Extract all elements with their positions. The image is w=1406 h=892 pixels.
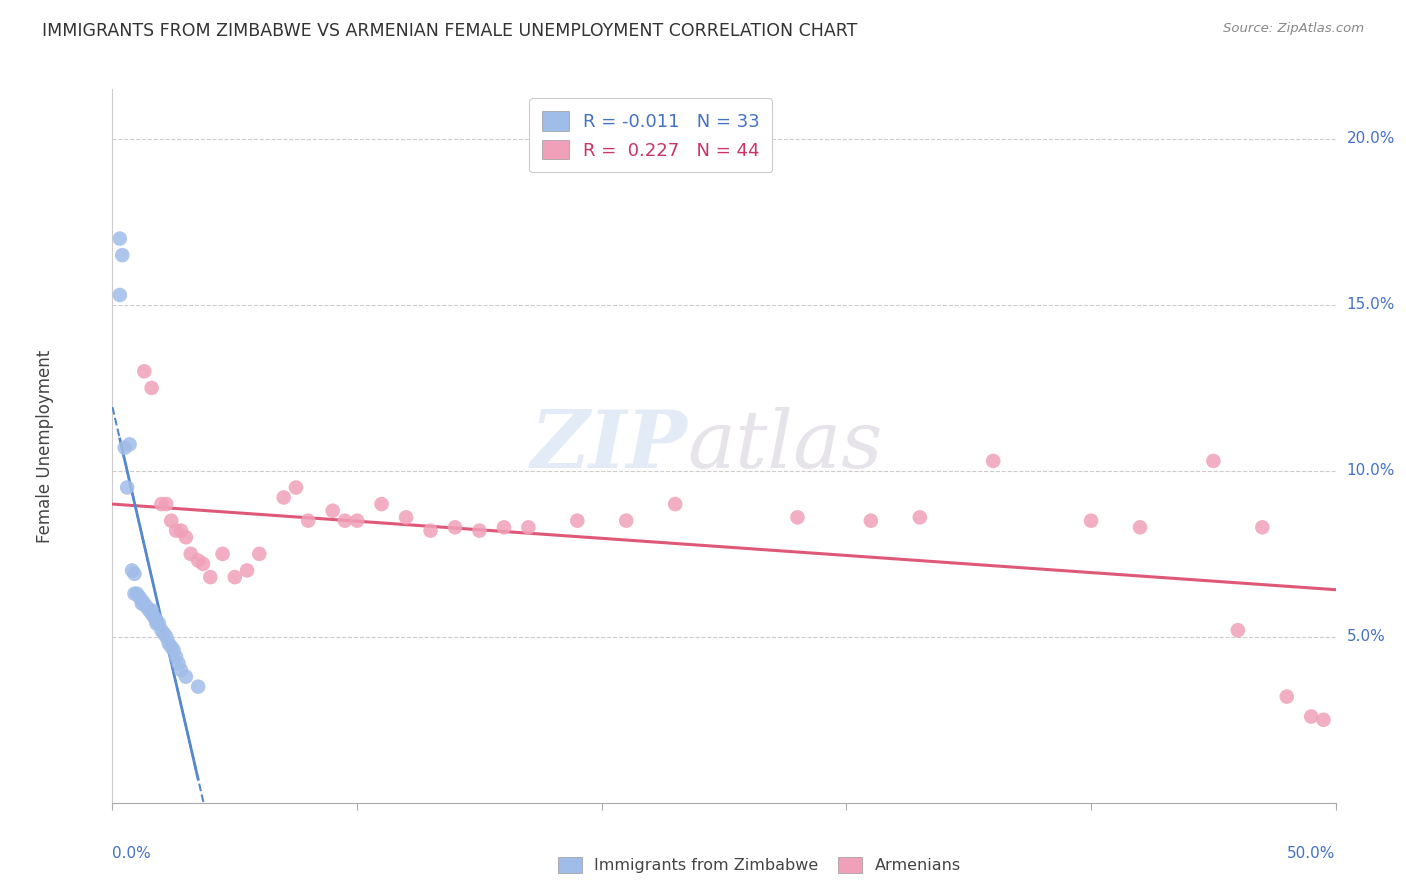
Text: 10.0%: 10.0% bbox=[1347, 463, 1395, 478]
Point bbox=[170, 663, 193, 677]
Point bbox=[236, 564, 259, 578]
Point bbox=[138, 603, 160, 617]
Point bbox=[908, 510, 931, 524]
Point bbox=[419, 524, 441, 538]
Point bbox=[145, 616, 167, 631]
Point bbox=[1312, 713, 1334, 727]
Point bbox=[165, 649, 187, 664]
Point bbox=[211, 547, 233, 561]
Point bbox=[145, 613, 167, 627]
Text: Source: ZipAtlas.com: Source: ZipAtlas.com bbox=[1223, 22, 1364, 36]
Point bbox=[134, 364, 156, 378]
Text: IMMIGRANTS FROM ZIMBABWE VS ARMENIAN FEMALE UNEMPLOYMENT CORRELATION CHART: IMMIGRANTS FROM ZIMBABWE VS ARMENIAN FEM… bbox=[42, 22, 858, 40]
Point bbox=[1080, 514, 1102, 528]
Point bbox=[444, 520, 467, 534]
Point bbox=[247, 547, 270, 561]
Point bbox=[1226, 624, 1249, 638]
Point bbox=[567, 514, 589, 528]
Point bbox=[1202, 454, 1225, 468]
Point bbox=[1275, 690, 1298, 704]
Point bbox=[157, 636, 180, 650]
Text: atlas: atlas bbox=[688, 408, 883, 484]
Text: 5.0%: 5.0% bbox=[1347, 630, 1385, 644]
Point bbox=[981, 454, 1004, 468]
Point bbox=[284, 481, 308, 495]
Point bbox=[118, 437, 141, 451]
Point bbox=[143, 610, 166, 624]
Point bbox=[1129, 520, 1152, 534]
Legend: Immigrants from Zimbabwe, Armenians: Immigrants from Zimbabwe, Armenians bbox=[551, 850, 967, 880]
Point bbox=[148, 616, 170, 631]
Point bbox=[517, 520, 540, 534]
Point bbox=[141, 603, 163, 617]
Point bbox=[124, 566, 146, 581]
Point bbox=[125, 587, 148, 601]
Point bbox=[150, 624, 173, 638]
Point bbox=[1251, 520, 1274, 534]
Point bbox=[141, 381, 163, 395]
Point bbox=[153, 626, 176, 640]
Point bbox=[614, 514, 637, 528]
Text: Female Unemployment: Female Unemployment bbox=[37, 350, 55, 542]
Point bbox=[150, 497, 173, 511]
Text: 50.0%: 50.0% bbox=[1288, 846, 1336, 861]
Point bbox=[174, 530, 197, 544]
Point bbox=[859, 514, 882, 528]
Point bbox=[131, 597, 153, 611]
Point bbox=[128, 590, 150, 604]
Point bbox=[141, 607, 163, 621]
Point bbox=[1301, 709, 1323, 723]
Point bbox=[492, 520, 515, 534]
Point bbox=[786, 510, 808, 524]
Point bbox=[297, 514, 319, 528]
Point bbox=[395, 510, 418, 524]
Point bbox=[200, 570, 222, 584]
Point bbox=[131, 593, 153, 607]
Point bbox=[121, 564, 143, 578]
Point bbox=[135, 599, 157, 614]
Point bbox=[273, 491, 295, 505]
Text: 20.0%: 20.0% bbox=[1347, 131, 1395, 146]
Point bbox=[170, 524, 193, 538]
Point bbox=[346, 514, 368, 528]
Legend: R = -0.011   N = 33, R =  0.227   N = 44: R = -0.011 N = 33, R = 0.227 N = 44 bbox=[529, 98, 772, 172]
Point bbox=[468, 524, 491, 538]
Point bbox=[333, 514, 356, 528]
Point bbox=[108, 231, 131, 245]
Point bbox=[160, 640, 183, 654]
Point bbox=[163, 643, 186, 657]
Point bbox=[155, 497, 177, 511]
Point bbox=[664, 497, 686, 511]
Point bbox=[108, 288, 131, 302]
Point bbox=[174, 670, 197, 684]
Point bbox=[165, 524, 187, 538]
Point bbox=[224, 570, 246, 584]
Text: 0.0%: 0.0% bbox=[112, 846, 152, 861]
Point bbox=[191, 557, 214, 571]
Point bbox=[124, 587, 146, 601]
Point bbox=[111, 248, 134, 262]
Point bbox=[370, 497, 392, 511]
Point bbox=[187, 680, 209, 694]
Point bbox=[187, 553, 209, 567]
Point bbox=[155, 630, 177, 644]
Point bbox=[114, 441, 136, 455]
Text: ZIP: ZIP bbox=[530, 408, 688, 484]
Text: 15.0%: 15.0% bbox=[1347, 297, 1395, 312]
Point bbox=[167, 657, 190, 671]
Point bbox=[115, 481, 138, 495]
Point bbox=[322, 504, 344, 518]
Point bbox=[180, 547, 202, 561]
Point bbox=[160, 514, 183, 528]
Point bbox=[134, 597, 156, 611]
